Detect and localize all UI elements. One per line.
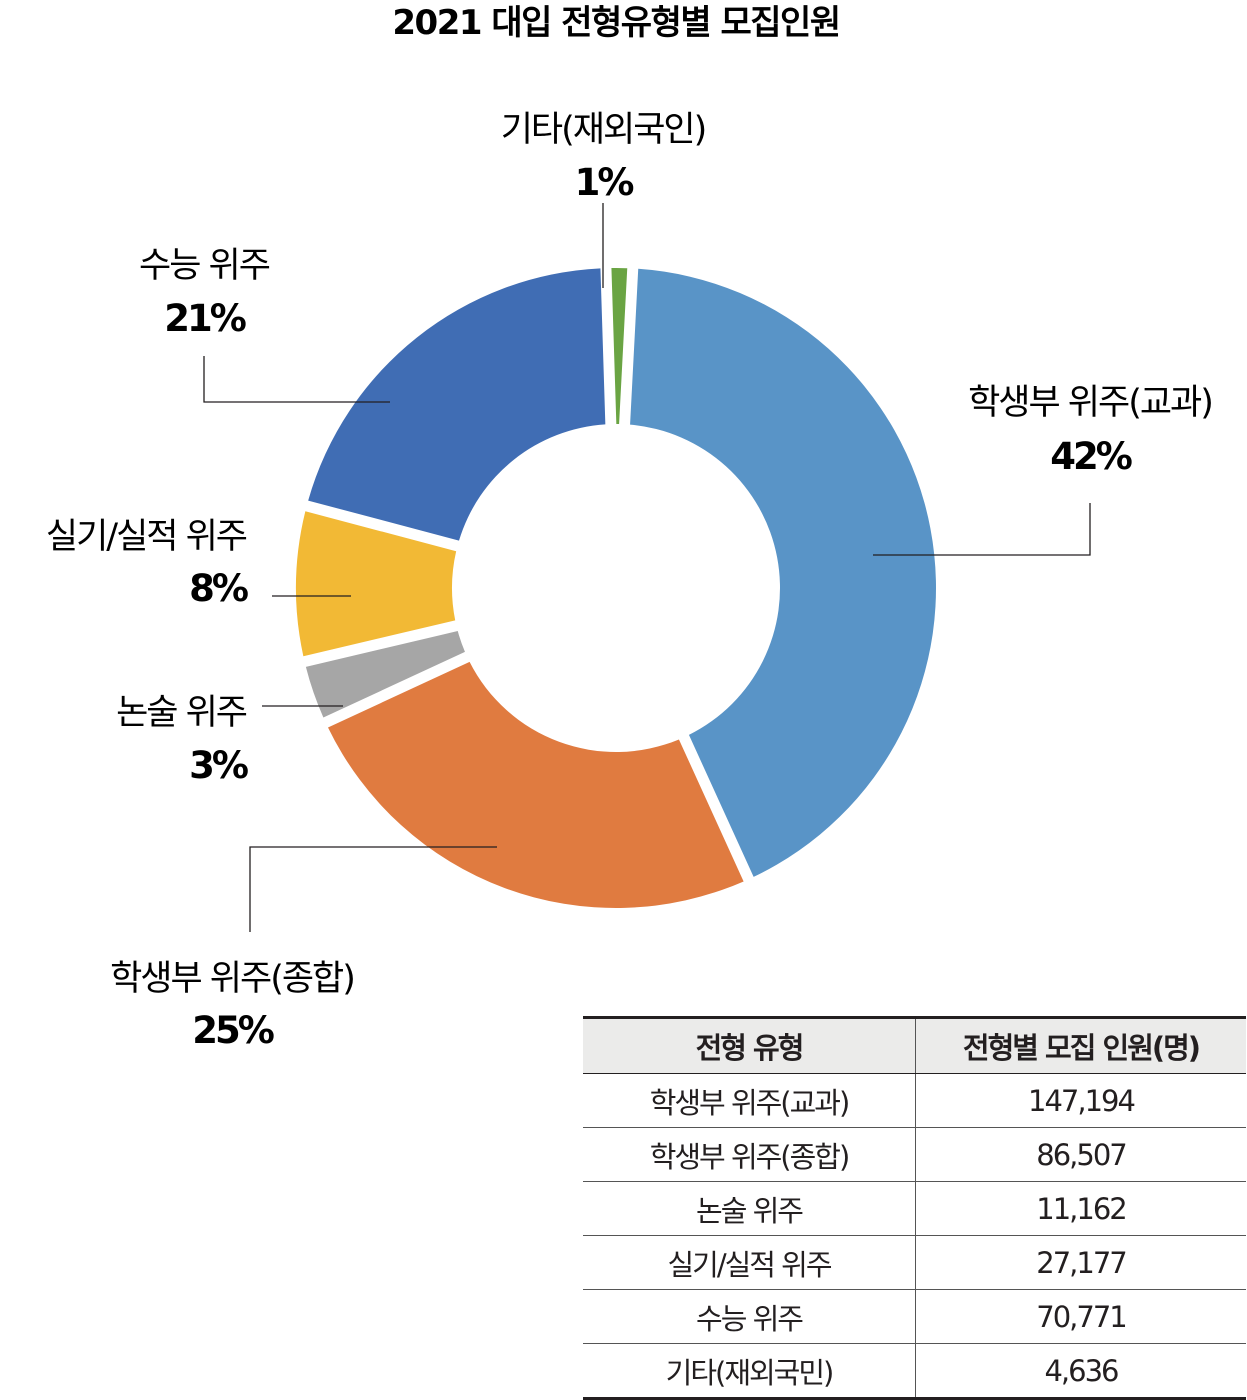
table-cell-count: 11,162: [915, 1181, 1246, 1236]
table-row: 논술 위주 11,162: [583, 1181, 1246, 1236]
leader-line-jonghap: [249, 846, 497, 932]
donut-slices: [296, 268, 937, 908]
slice-label-suneung: 수능 위주: [139, 246, 270, 286]
leader-lines: [203, 203, 1091, 932]
table-header-row: 전형 유형 전형별 모집 인원(명): [583, 1016, 1246, 1074]
table-cell-count: 147,194: [915, 1073, 1246, 1128]
table-row: 학생부 위주(종합) 86,507: [583, 1127, 1246, 1182]
slice-label-silgi: 실기/실적 위주: [46, 517, 247, 557]
slice-percent-gyogwa: 42%: [1050, 435, 1131, 478]
slice-percent-silgi: 8%: [189, 567, 248, 610]
table-cell-type: 학생부 위주(종합): [583, 1127, 916, 1182]
table-cell-type: 수능 위주: [583, 1289, 916, 1344]
table-header-type: 전형 유형: [583, 1016, 916, 1074]
slice-percent-suneung: 21%: [164, 297, 245, 340]
slice-label-jonghap: 학생부 위주(종합): [110, 959, 354, 999]
slice-gita: [611, 268, 628, 425]
table-cell-count: 27,177: [915, 1235, 1246, 1290]
slice-percent-jonghap: 25%: [192, 1009, 273, 1052]
table-cell-type: 기타(재외국민): [583, 1343, 916, 1400]
table-cell-type: 논술 위주: [583, 1181, 916, 1236]
slice-suneung: [308, 268, 606, 541]
slice-label-gita: 기타(재외국인): [501, 110, 706, 150]
table-row: 학생부 위주(교과) 147,194: [583, 1073, 1246, 1128]
table-cell-count: 86,507: [915, 1127, 1246, 1182]
slice-percent-gita: 1%: [575, 161, 634, 204]
slice-jonghap: [327, 661, 744, 908]
table-cell-type: 학생부 위주(교과): [583, 1073, 916, 1128]
table-row: 수능 위주 70,771: [583, 1289, 1246, 1344]
recruitment-table: 전형 유형 전형별 모집 인원(명) 학생부 위주(교과) 147,194 학생…: [583, 1016, 1246, 1400]
slice-silgi: [296, 511, 457, 657]
table-row: 기타(재외국민) 4,636: [583, 1343, 1246, 1400]
leader-line-gyogwa: [873, 503, 1091, 556]
slice-percent-nonsul: 3%: [189, 744, 248, 787]
slice-label-gyogwa: 학생부 위주(교과): [968, 383, 1212, 423]
leader-line-suneung: [203, 356, 390, 403]
slice-gyogwa: [630, 268, 937, 877]
slice-nonsul: [305, 631, 465, 718]
table-cell-type: 실기/실적 위주: [583, 1235, 916, 1290]
table-header-count: 전형별 모집 인원(명): [915, 1016, 1246, 1074]
table-row: 실기/실적 위주 27,177: [583, 1235, 1246, 1290]
table-cell-count: 70,771: [915, 1289, 1246, 1344]
chart-title: 2021 대입 전형유형별 모집인원: [392, 3, 839, 43]
table-cell-count: 4,636: [915, 1343, 1246, 1400]
slice-label-nonsul: 논술 위주: [116, 693, 247, 733]
